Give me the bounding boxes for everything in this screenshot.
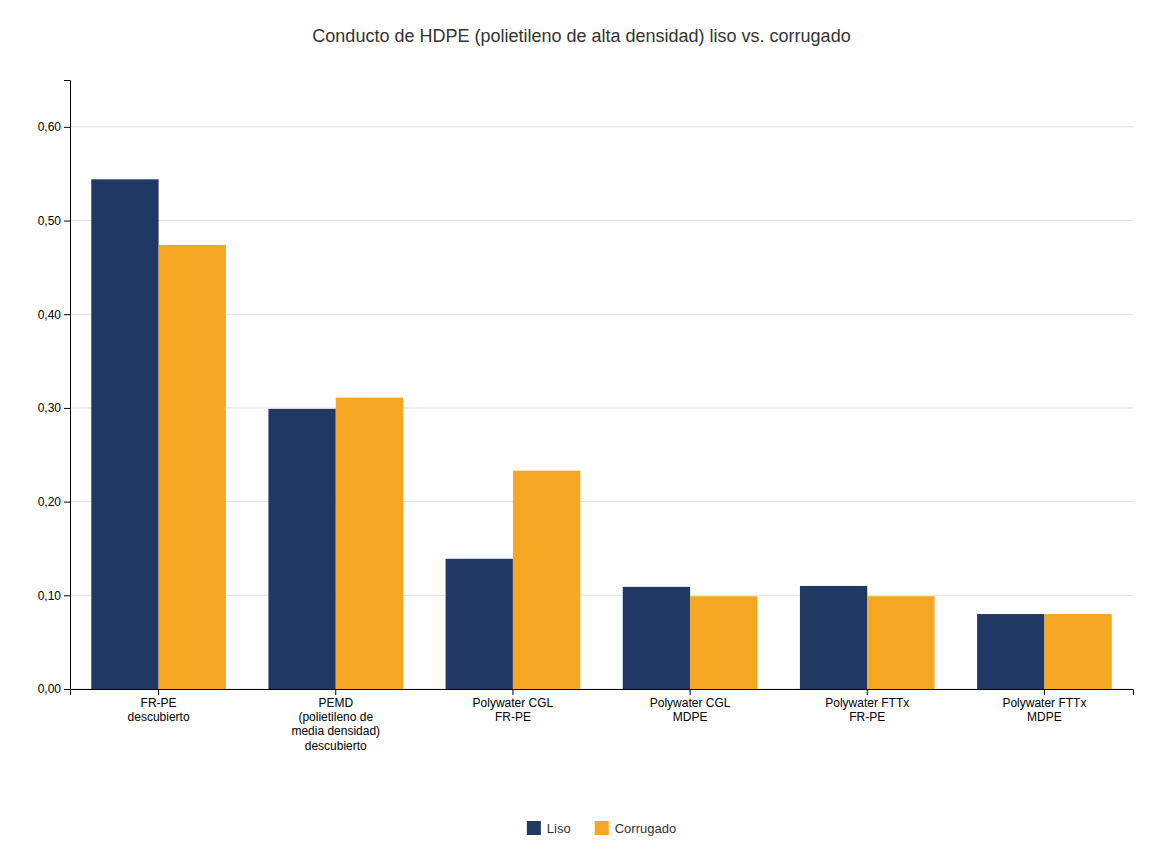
- y-tick-label: 0,40: [38, 308, 62, 322]
- bar: [513, 471, 580, 689]
- grid-line: [70, 407, 1133, 408]
- legend-swatch: [527, 821, 541, 835]
- y-tick: 0,20: [38, 495, 70, 509]
- x-tick: Polywater FTTxMDPE: [1002, 689, 1086, 724]
- y-axis: 0,00 0,10 0,20 0,30 0,40 0,50 0,60: [38, 81, 71, 697]
- bar: [446, 559, 513, 689]
- x-tick-label: PEMD(polietileno demedia densidad)descub…: [291, 696, 380, 753]
- y-tick-mark: [64, 221, 70, 222]
- legend: Liso Corrugado: [527, 821, 676, 836]
- y-tick-mark: [64, 502, 70, 503]
- x-tick-mark: [690, 689, 691, 695]
- legend-label: Liso: [547, 821, 571, 836]
- grid: [70, 127, 1133, 689]
- x-tick-label: Polywater FTTxMDPE: [1002, 696, 1086, 724]
- y-tick-mark: [64, 689, 70, 690]
- y-tick-mark: [64, 595, 70, 596]
- x-tick-mark: [158, 689, 159, 695]
- grid-line: [70, 126, 1133, 127]
- grid-line: [70, 501, 1133, 502]
- bar: [977, 614, 1044, 689]
- y-tick: 0,30: [38, 401, 70, 415]
- legend-item: Liso: [527, 821, 571, 836]
- x-tick: Polywater CGLFR-PE: [473, 689, 554, 724]
- x-tick: FR-PEdescubierto: [128, 689, 190, 724]
- bars: [91, 179, 1111, 689]
- x-tick-label: Polywater CGLFR-PE: [473, 696, 554, 724]
- x-tick-mark: [1044, 689, 1045, 695]
- chart-container: Conducto de HDPE (polietileno de alta de…: [0, 0, 1163, 859]
- y-tick: 0,50: [38, 214, 70, 228]
- y-tick-label: 0,20: [38, 495, 62, 509]
- bar: [800, 586, 867, 689]
- x-tick-mark: [512, 689, 513, 695]
- grid-line: [70, 220, 1133, 221]
- x-tick-label: FR-PEdescubierto: [128, 696, 190, 724]
- y-tick-mark: [64, 408, 70, 409]
- title: Conducto de HDPE (polietileno de alta de…: [312, 26, 850, 46]
- x-axis: FR-PEdescubierto PEMD(polietileno demedia…: [71, 689, 1134, 753]
- x-tick-mark: [867, 689, 868, 695]
- x-tick-label: Polywater CGLMDPE: [650, 696, 731, 724]
- bar: [268, 409, 335, 689]
- bar: [159, 245, 226, 689]
- bar-series: [91, 179, 1044, 689]
- x-axis-line: [71, 690, 1134, 696]
- plot: 0,00 0,10 0,20 0,30 0,40 0,50 0,60 FR-PEdescubi…: [38, 81, 1134, 753]
- y-tick-label: 0,60: [38, 120, 62, 134]
- x-tick: Polywater FTTxFR-PE: [825, 689, 909, 724]
- bar: [1044, 614, 1111, 689]
- y-tick: 0,00: [38, 682, 70, 696]
- legend-label: Corrugado: [615, 821, 676, 836]
- y-tick-label: 0,00: [38, 682, 62, 696]
- y-tick-mark: [64, 314, 70, 315]
- chart-svg: Conducto de HDPE (polietileno de alta de…: [0, 0, 1163, 859]
- y-tick-label: 0,30: [38, 401, 62, 415]
- bar: [336, 398, 403, 689]
- y-tick-mark: [64, 127, 70, 128]
- bar: [867, 596, 934, 689]
- x-tick-label: Polywater FTTxFR-PE: [825, 696, 909, 724]
- y-tick-label: 0,50: [38, 214, 62, 228]
- y-tick: 0,60: [38, 120, 70, 134]
- y-tick: 0,40: [38, 308, 70, 322]
- bar: [623, 587, 690, 689]
- grid-line: [70, 595, 1133, 596]
- x-tick: Polywater CGLMDPE: [650, 689, 731, 724]
- legend-swatch: [595, 821, 609, 835]
- y-tick-label: 0,10: [38, 589, 62, 603]
- x-tick-mark: [335, 689, 336, 695]
- x-tick: PEMD(polietileno demedia densidad)descub…: [291, 689, 380, 753]
- bar-series: [159, 245, 1112, 689]
- bar: [690, 596, 757, 689]
- y-axis-line: [64, 81, 71, 690]
- grid-line: [70, 314, 1133, 315]
- legend-item: Corrugado: [595, 821, 676, 836]
- bar: [91, 179, 158, 689]
- y-tick: 0,10: [38, 589, 70, 603]
